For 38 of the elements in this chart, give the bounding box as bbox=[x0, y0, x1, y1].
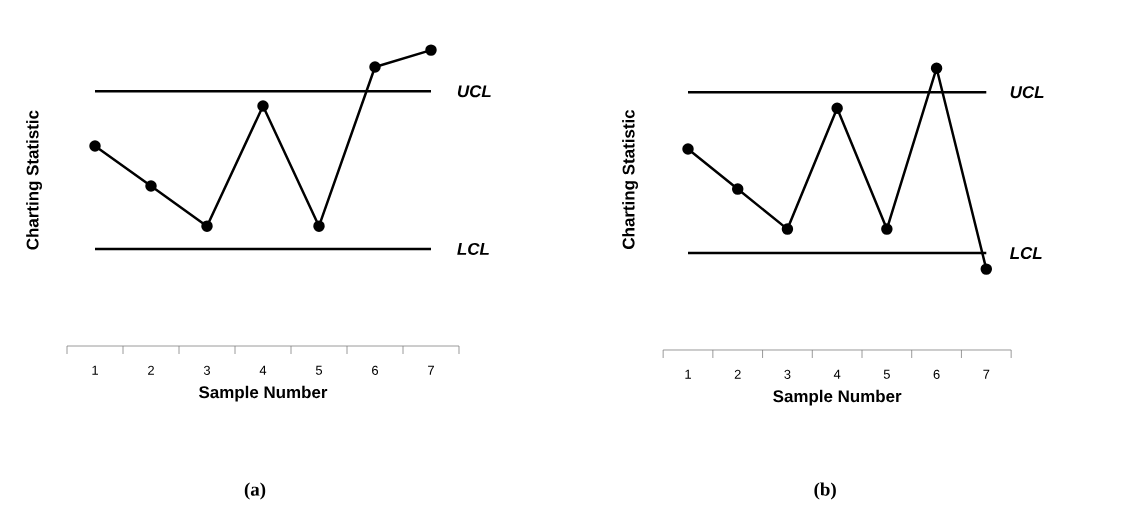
x-tick-label: 7 bbox=[983, 369, 990, 379]
x-tick-label: 2 bbox=[734, 369, 741, 379]
point bbox=[201, 220, 213, 232]
x-tick-label: 4 bbox=[833, 369, 841, 379]
x-tick-label: 6 bbox=[933, 369, 940, 379]
ref-line-label: UCL bbox=[457, 85, 491, 98]
x-tick-label: 1 bbox=[92, 365, 98, 375]
x-tick-label: 3 bbox=[203, 365, 211, 375]
ref-line-label: LCL bbox=[457, 242, 489, 255]
x-tick-label: 5 bbox=[883, 369, 890, 379]
x-axis-title: Sample Number bbox=[773, 389, 902, 406]
text: (a) bbox=[244, 482, 266, 500]
x-tick-label: 4 bbox=[259, 365, 267, 375]
x-tick-label: 3 bbox=[784, 369, 791, 379]
point bbox=[145, 180, 157, 192]
x-tick-label: 6 bbox=[372, 365, 379, 375]
point bbox=[731, 183, 744, 195]
point bbox=[89, 140, 101, 152]
text: (b) bbox=[814, 482, 836, 500]
y-axis-title: Charting Statistic bbox=[622, 109, 639, 249]
point bbox=[781, 223, 794, 235]
point bbox=[831, 102, 843, 114]
point bbox=[682, 143, 694, 155]
point bbox=[313, 220, 325, 232]
point bbox=[980, 263, 993, 275]
point bbox=[881, 223, 893, 235]
x-tick-label: 7 bbox=[428, 365, 434, 375]
point bbox=[257, 100, 269, 112]
x-tick-label: 1 bbox=[685, 369, 691, 379]
point bbox=[369, 61, 381, 73]
point bbox=[425, 44, 437, 56]
x-tick-label: 2 bbox=[148, 365, 154, 375]
x-tick-label: 5 bbox=[315, 365, 323, 375]
y-axis-title: Charting Statistic bbox=[26, 110, 43, 250]
ref-line-label: UCL bbox=[1010, 86, 1044, 99]
x-axis-title: Sample Number bbox=[199, 385, 328, 402]
point bbox=[930, 62, 943, 74]
ref-line-label: LCL bbox=[1009, 247, 1042, 260]
